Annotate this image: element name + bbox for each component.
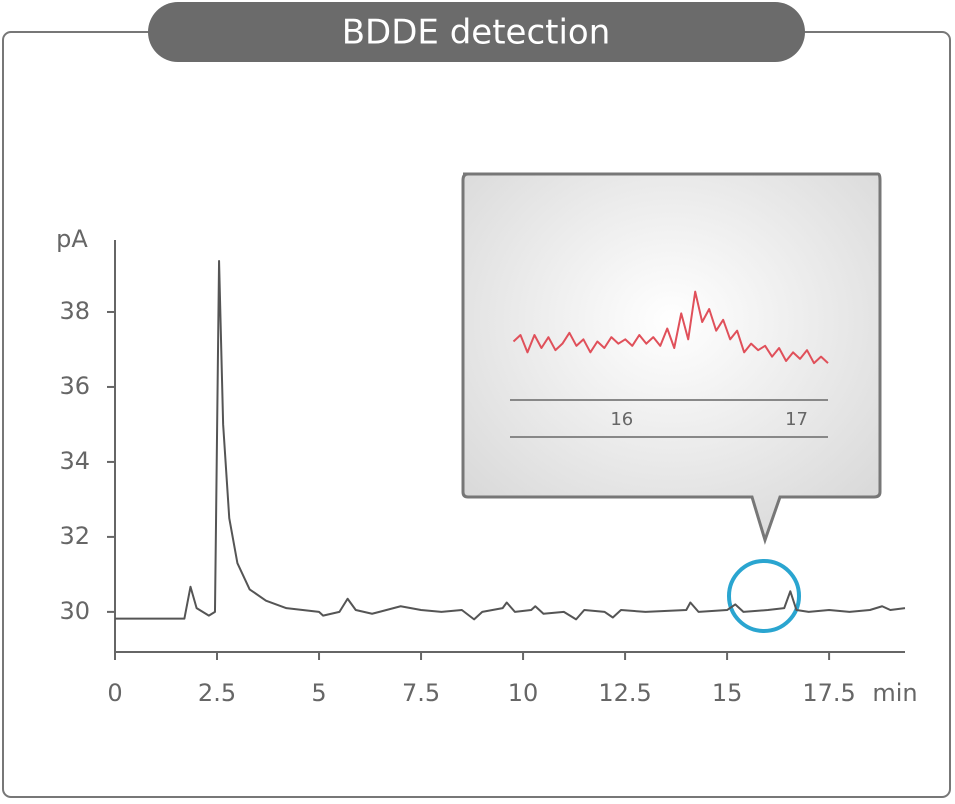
x-tick-label: 15 (712, 679, 743, 707)
inset-box (461, 172, 882, 545)
x-tick-label: 5 (311, 679, 326, 707)
x-tick-label: 10 (508, 679, 539, 707)
y-tick-label: 34 (59, 447, 90, 475)
line (512, 290, 829, 365)
highlight-circle (727, 559, 801, 633)
x-tick-label: 16 (610, 409, 633, 430)
line (115, 259, 906, 621)
y-axis-label: pA (56, 225, 88, 253)
title-pill (148, 2, 805, 62)
x-tick-label: 7.5 (402, 679, 440, 707)
x-axis-label: min (872, 679, 917, 707)
x-tick-label: 17 (785, 409, 808, 430)
x-tick-label: 17.5 (802, 679, 855, 707)
y-tick-label: 36 (59, 372, 90, 400)
x-tick-label: 0 (107, 679, 122, 707)
y-tick-label: 32 (59, 522, 90, 550)
chart-title: BDDE detection (342, 13, 611, 53)
y-tick-label: 30 (59, 597, 90, 625)
y-tick-label: 38 (59, 297, 90, 325)
x-tick-label: 12.5 (598, 679, 651, 707)
x-tick-label: 2.5 (198, 679, 236, 707)
